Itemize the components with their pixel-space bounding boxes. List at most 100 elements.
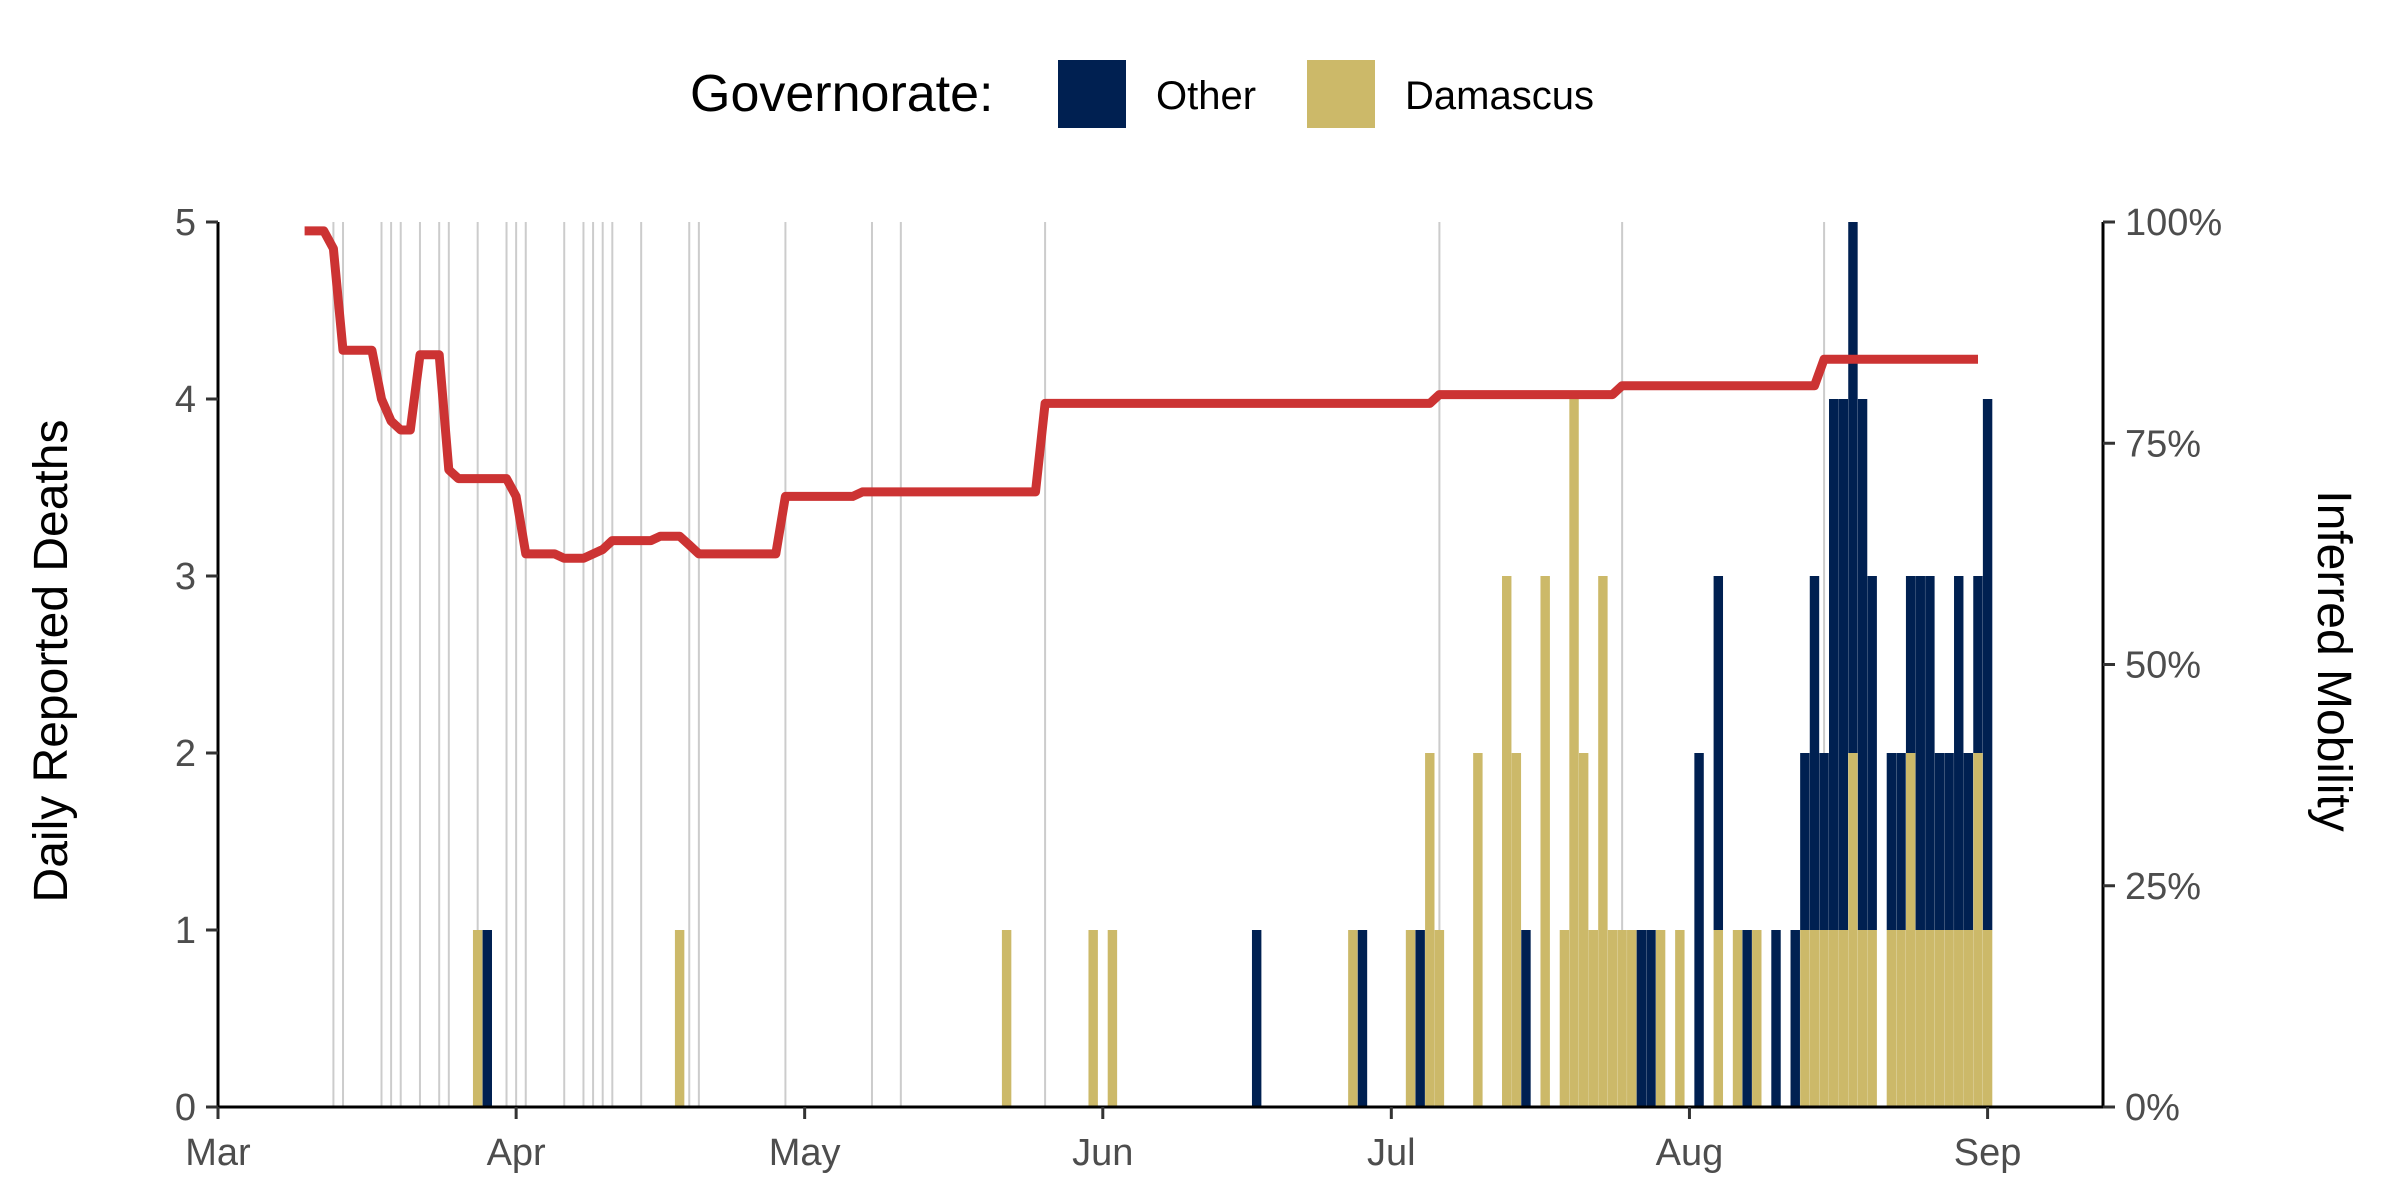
bar-other [1838, 399, 1849, 930]
bar-other [1415, 930, 1425, 1107]
bar-other [1905, 576, 1916, 753]
bar-damascus [1627, 930, 1637, 1107]
bar-other [1954, 576, 1964, 930]
left-axis-title: Daily Reported Deaths [25, 420, 78, 903]
legend-swatch-other [1058, 60, 1126, 128]
bar-damascus [1800, 930, 1810, 1107]
bar-damascus [1588, 930, 1598, 1107]
bar-damascus [1569, 399, 1579, 1107]
x-tick-label: Mar [185, 1132, 251, 1174]
bar-damascus [1598, 576, 1608, 1107]
bar-damascus [1348, 930, 1358, 1107]
mobility-line-layer [304, 226, 1978, 563]
bar-damascus [1511, 753, 1522, 1107]
bar-other [1973, 576, 1983, 753]
bar-damascus [1915, 930, 1925, 1107]
bar-damascus [1867, 930, 1877, 1107]
mobility-line [304, 226, 1978, 563]
legend-swatch-damascus [1307, 60, 1375, 128]
bar-damascus [1675, 930, 1685, 1107]
bar-damascus [1425, 753, 1435, 1107]
bar-other [1944, 753, 1954, 930]
bar-other [1982, 399, 1993, 930]
left-tick-label: 3 [175, 556, 196, 598]
bar-other [1521, 930, 1531, 1107]
right-tick-label: 75% [2125, 423, 2201, 465]
bar-other [1646, 930, 1656, 1107]
bar-damascus [1434, 930, 1445, 1107]
bar-damascus [1954, 930, 1964, 1107]
bar-damascus [1617, 930, 1627, 1107]
left-tick-label: 5 [175, 202, 196, 244]
bar-damascus [1107, 930, 1118, 1107]
x-tick-label: May [769, 1132, 841, 1174]
bar-damascus [1732, 930, 1743, 1107]
bar-damascus [1473, 753, 1483, 1107]
x-tick-label: Apr [487, 1132, 546, 1174]
legend-label-damascus: Damascus [1405, 74, 1594, 118]
bar-damascus [1848, 753, 1858, 1107]
left-tick-label: 1 [175, 910, 196, 952]
bar-other [1867, 576, 1877, 930]
bar-other [1886, 753, 1897, 930]
bar-damascus [1088, 930, 1098, 1107]
bar-damascus [1540, 576, 1550, 1107]
bar-other [1915, 576, 1925, 930]
bar-damascus [1925, 930, 1935, 1107]
bar-damascus [1982, 930, 1993, 1107]
bar-other [1357, 930, 1368, 1107]
legend: Governorate: Other Damascus [690, 60, 1594, 128]
bar-damascus [1578, 753, 1589, 1107]
bar-other [1829, 399, 1839, 930]
bar-damascus [1963, 930, 1974, 1107]
bar-other [1925, 576, 1935, 930]
x-tick-label: Jun [1072, 1132, 1133, 1174]
bar-other [1694, 753, 1704, 1107]
bar-other [1771, 930, 1781, 1107]
bar-damascus [1607, 930, 1618, 1107]
death-bars [472, 222, 1993, 1107]
bar-other [1742, 930, 1752, 1107]
bar-other [1809, 576, 1820, 930]
bar-other [1251, 930, 1262, 1107]
bar-damascus [674, 930, 685, 1107]
bar-other [1934, 753, 1945, 930]
x-tick-label: Aug [1656, 1132, 1724, 1174]
right-tick-label: 0% [2125, 1087, 2180, 1129]
bar-damascus [1752, 930, 1762, 1107]
bar-damascus [1944, 930, 1954, 1107]
bar-other [1896, 753, 1906, 930]
bar-other [1857, 399, 1868, 930]
bar-other [1848, 222, 1858, 753]
right-tick-label: 25% [2125, 866, 2201, 908]
left-tick-label: 4 [175, 379, 196, 421]
bar-other [1963, 753, 1974, 930]
bar-other [1800, 753, 1810, 930]
bar-damascus [1973, 753, 1983, 1107]
bar-other [1636, 930, 1647, 1107]
bar-damascus [1934, 930, 1945, 1107]
bar-damascus [1655, 930, 1666, 1107]
left-tick-label: 2 [175, 733, 196, 775]
right-tick-label: 50% [2125, 645, 2201, 687]
x-tick-label: Sep [1954, 1132, 2022, 1174]
right-axis-title: Inferred Mobility [2307, 490, 2360, 831]
bar-other [1713, 576, 1724, 930]
bar-damascus [1559, 930, 1570, 1107]
bar-damascus [1896, 930, 1906, 1107]
bar-other [482, 930, 492, 1107]
bar-damascus [472, 930, 483, 1107]
bar-other [1790, 930, 1800, 1107]
left-tick-label: 0 [175, 1087, 196, 1129]
legend-label-other: Other [1156, 74, 1256, 118]
bar-other [1819, 753, 1829, 930]
legend-title: Governorate: [690, 65, 994, 123]
right-tick-label: 100% [2125, 202, 2222, 244]
x-tick-label: Jul [1367, 1132, 1416, 1174]
bar-damascus [1857, 930, 1868, 1107]
bar-damascus [1819, 930, 1829, 1107]
bar-damascus [1405, 930, 1416, 1107]
bar-damascus [1809, 930, 1820, 1107]
